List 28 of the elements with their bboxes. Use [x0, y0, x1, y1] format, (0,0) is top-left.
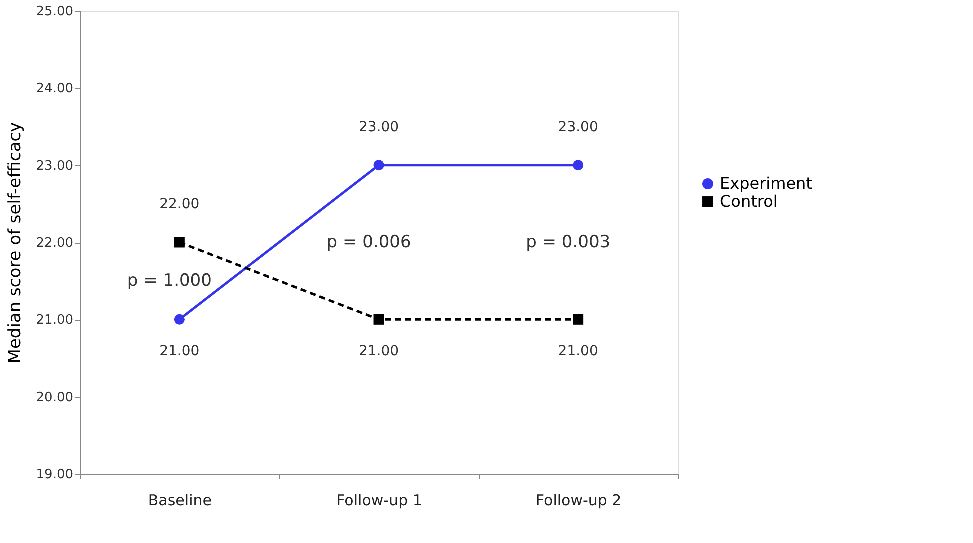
point	[374, 314, 384, 325]
y-tick-label: 24.00	[36, 82, 74, 97]
data-label: 21.00	[160, 344, 200, 360]
y-tick-label: 19.00	[36, 468, 74, 482]
x-tick-label: Follow-up 2	[536, 492, 622, 510]
data-label: 21.00	[558, 344, 598, 360]
data-label: 23.00	[558, 119, 598, 136]
annotation: p = 0.006	[326, 232, 412, 252]
x-tick-label: Follow-up 1	[336, 492, 422, 510]
data-label: 21.00	[358, 344, 400, 360]
data-label: 22.00	[160, 196, 200, 212]
point	[573, 160, 584, 171]
y-axis-title: Median score of self-efficacy	[5, 122, 26, 364]
point	[174, 314, 185, 325]
point	[573, 314, 584, 325]
data-label: 23.00	[358, 119, 400, 136]
y-tick-label: 25.00	[36, 4, 74, 20]
annotation: p = 0.003	[526, 232, 611, 252]
legend-label: Control	[720, 192, 778, 211]
y-tick-label: 21.00	[36, 313, 74, 328]
legend-label: Experiment	[720, 174, 812, 193]
y-tick-label: 20.00	[36, 390, 74, 406]
x-tick-label: Baseline	[148, 492, 212, 510]
point	[174, 237, 185, 248]
y-tick-label: 23.00	[36, 158, 74, 174]
annotation: p = 1.000	[127, 271, 212, 292]
y-tick-label: 22.00	[36, 236, 74, 251]
point	[374, 160, 384, 171]
